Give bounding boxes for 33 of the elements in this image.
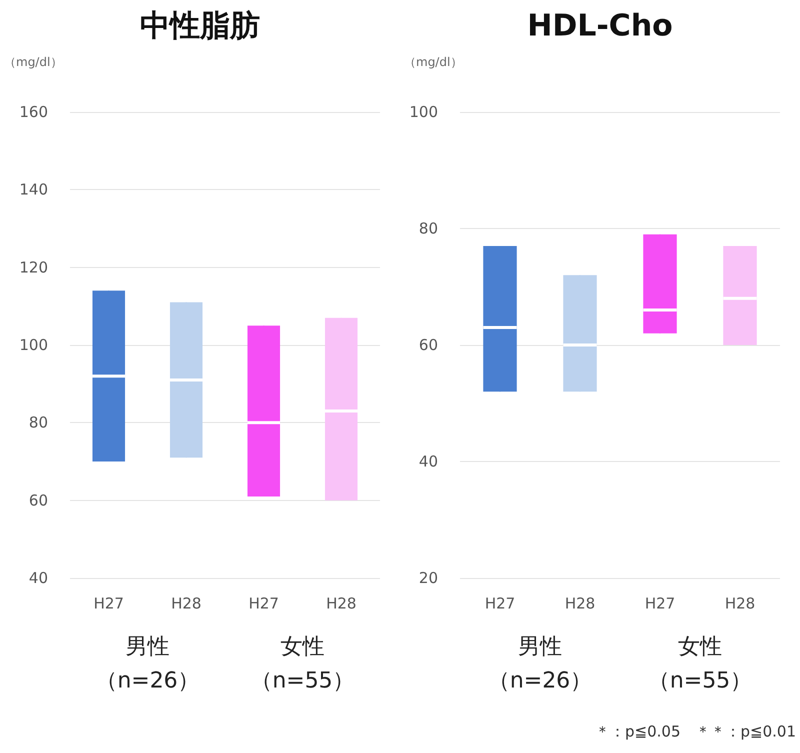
x-tick-label: H28: [171, 594, 202, 612]
text: （n=55）: [250, 668, 355, 694]
y-tick-label: 80: [418, 220, 438, 238]
y-tick-label: 140: [19, 180, 48, 199]
text: 男性: [126, 634, 170, 660]
y-tick-label: 100: [409, 103, 438, 121]
chart-title: HDL-Cho: [527, 8, 673, 44]
text: （n=26）: [95, 668, 200, 694]
x-tick-label: H28: [724, 594, 756, 612]
text: 男性: [518, 634, 562, 660]
y-tick-label: 120: [19, 258, 48, 276]
x-tick-label: H28: [326, 594, 356, 612]
y-tick-label: 60: [28, 491, 48, 510]
y-tick-label: 20: [418, 569, 438, 587]
y-tick-label: 40: [418, 452, 438, 470]
chart-title: 中性脂肪: [140, 8, 260, 44]
x-tick-label: H27: [94, 594, 124, 612]
x-tick-label: H28: [564, 594, 596, 612]
y-axis-title: （mg/dl）: [404, 55, 462, 69]
y-tick-label: 100: [19, 336, 48, 354]
y-tick-label: 160: [19, 103, 48, 121]
text: （n=26）: [488, 668, 592, 694]
y-tick-label: 60: [418, 336, 438, 354]
x-tick-label: H27: [248, 594, 279, 612]
y-axis-title: （mg/dl）: [4, 55, 62, 69]
text: 女性: [678, 634, 722, 660]
text: （n=55）: [648, 668, 752, 694]
y-tick-label: 40: [28, 569, 48, 587]
x-tick-label: H27: [644, 594, 676, 612]
text: 女性: [280, 634, 324, 660]
y-tick-label: 80: [28, 414, 48, 432]
x-tick-label: H27: [484, 594, 516, 612]
text: ＊：p≦0.05 ＊＊：p≦0.01: [595, 722, 796, 740]
